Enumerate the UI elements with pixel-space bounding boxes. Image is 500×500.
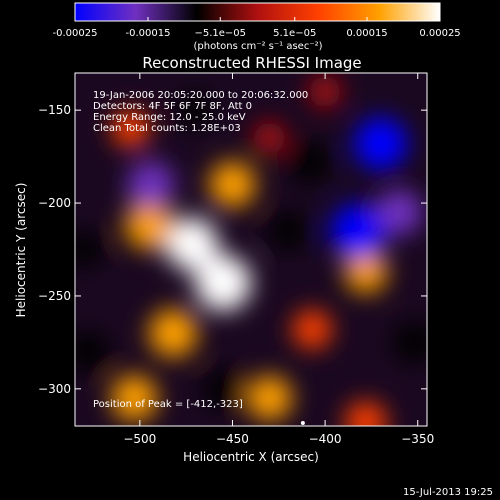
heatmap-blob [376, 189, 423, 236]
footer-timestamp: 15-Jul-2013 19:25 [403, 487, 493, 498]
heatmap-blob [344, 250, 388, 294]
heatmap-blob [289, 141, 332, 183]
heatmap-blob [247, 375, 292, 421]
plot-frame [74, 72, 428, 427]
y-tick-label: −250 [38, 289, 71, 303]
colorbar-ticks: -0.00025 -0.00015 −5.1e−05 5.1e−05 0.00015 0.… [53, 17, 461, 39]
colorbar-tick-label: -0.00025 [53, 28, 98, 39]
annotation-clean-counts: Clean Total counts: 1.28E+03 [93, 123, 241, 134]
heatmap-blob [195, 254, 252, 311]
heatmap [75, 75, 427, 426]
heatmap-blob [209, 161, 256, 208]
colorbar-tick-label: 0.00015 [346, 28, 387, 39]
colorbar-tick-label: -0.00015 [126, 28, 171, 39]
heatmap-blob [112, 110, 150, 148]
x-tick-label: −400 [309, 432, 342, 446]
heatmap-blob [111, 375, 158, 422]
colorbar-tick-label: 5.1e−05 [273, 28, 316, 39]
colorbar-units-label: (photons cm⁻² s⁻¹ asec⁻²) [193, 41, 322, 52]
heatmap-blob [125, 201, 174, 250]
plot-area: −500 −450 −400 −350 −150 −200 −250 −300 19-Jan… [38, 72, 434, 446]
y-axis-ticks: −150 −200 −250 −300 [38, 103, 427, 396]
heatmap-blob [127, 160, 175, 208]
colorbar-tick-label: 0.00025 [419, 28, 460, 39]
annotation-energy-range: Energy Range: 12.0 - 25.0 keV [93, 112, 246, 123]
heatmap-blob [393, 321, 427, 364]
heatmap-blob [253, 121, 286, 155]
peak-marker [300, 421, 305, 425]
colorbar-strip [74, 2, 441, 22]
heatmap-blob [354, 117, 408, 170]
y-tick-label: −150 [38, 103, 71, 117]
heatmap-blob [149, 309, 198, 358]
x-tick-label: −450 [216, 432, 249, 446]
colorbar: -0.00025 -0.00015 −5.1e−05 5.1e−05 0.00015 0.… [53, 2, 461, 52]
heatmap-blob [178, 92, 213, 128]
x-axis-label: Heliocentric X (arcsec) [183, 450, 319, 464]
annotation-detectors: Detectors: 4F 5F 6F 7F 8F, Att 0 [93, 101, 252, 112]
chart-title: Reconstructed RHESSI Image [142, 54, 361, 72]
heatmap-blob [292, 309, 332, 349]
x-tick-label: −500 [123, 432, 156, 446]
heatmap-blob [75, 231, 103, 268]
heatmap-blob [268, 211, 308, 251]
heatmap-blob [165, 217, 219, 271]
heatmap-blob [308, 75, 342, 108]
y-axis-label: Heliocentric Y (arcsec) [14, 183, 28, 318]
heatmap-blob [345, 401, 387, 426]
heatmap-blob [75, 330, 109, 373]
annotation-peak-position: Position of Peak = [-412,-323] [93, 399, 243, 410]
plot-annotations: 19-Jan-2006 20:05:20.000 to 20:06:32.000… [93, 90, 308, 410]
annotation-time-range: 19-Jan-2006 20:05:20.000 to 20:06:32.000 [93, 90, 308, 101]
x-axis-ticks: −500 −450 −400 −350 [123, 73, 434, 446]
y-tick-label: −300 [38, 382, 71, 396]
x-tick-label: −350 [401, 432, 434, 446]
heatmap-blob [203, 369, 243, 409]
colorbar-tick-label: −5.1e−05 [194, 28, 246, 39]
heatmap-blob [331, 203, 386, 259]
y-tick-label: −200 [38, 196, 71, 210]
